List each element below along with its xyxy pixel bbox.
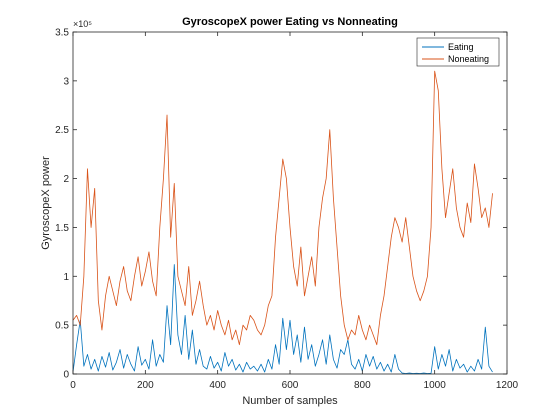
x-tick-label: 200 xyxy=(137,380,154,391)
x-tick-label: 0 xyxy=(70,380,76,391)
y-tick-label: 0.5 xyxy=(55,321,69,332)
x-tick-label: 400 xyxy=(209,380,226,391)
y-tick-label: 1 xyxy=(63,272,69,283)
x-tick-label: 800 xyxy=(354,380,371,391)
x-tick-label: 1000 xyxy=(424,380,447,391)
y-tick-label: 2 xyxy=(63,174,69,185)
y-tick-label: 2.5 xyxy=(55,125,69,136)
y-tick-label: 1.5 xyxy=(55,223,69,234)
legend-box xyxy=(416,37,500,67)
series-layer xyxy=(72,70,493,374)
y-tick-label: 0 xyxy=(63,370,69,381)
y-axis: 0 0.5 1 1.5 2 2.5 3 3.5 xyxy=(55,28,507,381)
series-line-eating xyxy=(72,264,493,374)
y-tick-label: 3.5 xyxy=(55,28,69,39)
legend-label-noneating: Noneating xyxy=(448,54,489,64)
y-tick-label: 3 xyxy=(63,76,69,87)
x-tick-label: 1200 xyxy=(496,380,519,391)
legend: Eating Noneating xyxy=(416,37,500,67)
y-axis-label: GyroscopeX power xyxy=(40,156,52,250)
series-line-noneating xyxy=(72,70,493,346)
legend-label-eating: Eating xyxy=(448,42,474,52)
chart-title: GyroscopeX power Eating vs Nonneating xyxy=(182,16,398,28)
y-exponent-label: ×10⁵ xyxy=(73,19,92,29)
x-tick-label: 600 xyxy=(282,380,299,391)
plot-area xyxy=(73,32,507,374)
x-axis-label: Number of samples xyxy=(242,395,338,407)
x-axis: 0 200 400 600 800 1000 1200 xyxy=(70,32,519,391)
